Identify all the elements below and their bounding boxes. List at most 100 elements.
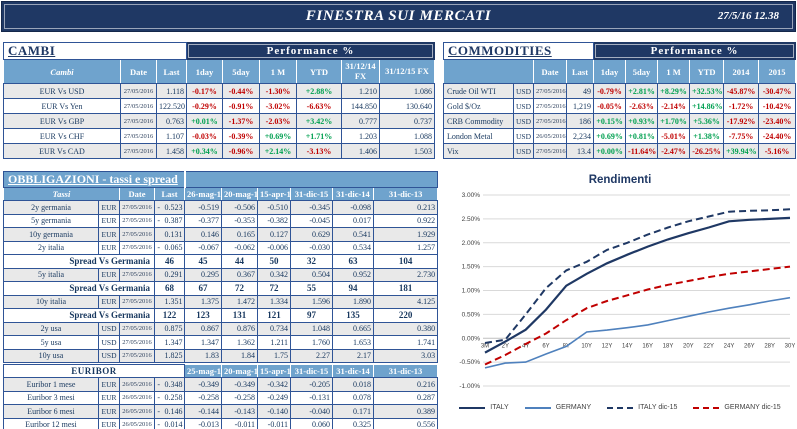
fx-cell: 1.503 xyxy=(378,143,436,159)
performance-cell: -3.02% xyxy=(259,98,297,114)
rate-value-cell: 1.760 xyxy=(290,335,334,350)
last-cell: 2,234 xyxy=(565,128,595,144)
minus-sign-cell: - xyxy=(154,404,163,419)
column-header: 20-mag-16 xyxy=(221,187,259,201)
performance-cell: +2.14% xyxy=(259,143,297,159)
rate-value-cell: 0.213 xyxy=(373,200,439,215)
y-axis-tick-label: 0.00% xyxy=(462,335,481,342)
euribor-tenor-name: Euribor 1 mese xyxy=(3,377,99,392)
date-cell: 27/05/2016 xyxy=(533,83,567,99)
x-axis-tick-label: 20Y xyxy=(683,343,694,349)
minus-sign-cell xyxy=(154,267,163,282)
commodity-name: Vix xyxy=(443,143,514,159)
spread-value-cell: 121 xyxy=(257,308,292,323)
performance-cell: +1.70% xyxy=(657,113,691,129)
table-row: Euribor 1 mese EUR 26/05/2016-0.348 -0.349-… xyxy=(3,377,439,392)
performance-cell: +0.81% xyxy=(625,128,659,144)
performance-cell: -0.91% xyxy=(222,98,260,114)
last-cell: 0.875 xyxy=(162,321,186,336)
date-cell: 27/05/2016 xyxy=(119,294,155,309)
table-row: EUR Vs GBP 27/05/2016 0.763 +0.01% -1.37% -2.… xyxy=(3,113,436,129)
column-header: 26-mag-16 xyxy=(184,187,223,201)
rate-value-cell: -0.349 xyxy=(221,377,259,392)
date-cell: 27/05/2016 xyxy=(119,227,155,242)
chart-title: Rendimenti xyxy=(588,174,652,186)
rate-value-cell: -0.205 xyxy=(290,377,334,392)
rate-value-cell: -0.349 xyxy=(184,377,223,392)
last-cell: 1.118 xyxy=(156,83,187,99)
last-cell: 1.825 xyxy=(162,348,186,363)
spread-value-cell: 45 xyxy=(184,254,223,269)
legend-item: GERMANY dic-15 xyxy=(693,404,781,411)
column-header-row: Cambi Date Last 1day 5day 1 M YTD 31/12/14 FX 31… xyxy=(3,59,436,84)
x-axis-tick-label: 22Y xyxy=(703,343,714,349)
performance-cell: +1.38% xyxy=(689,128,725,144)
minus-sign-cell: - xyxy=(154,213,163,228)
rate-value-cell: 0.295 xyxy=(184,267,223,282)
bond-name: 10y usa xyxy=(3,348,99,363)
last-cell: 0.014 xyxy=(162,417,186,429)
spread-label: Spread Vs Germania xyxy=(3,254,155,269)
minus-sign-cell xyxy=(154,321,163,336)
commodity-name: CRB Commodity xyxy=(443,113,514,129)
x-axis-tick-label: 16Y xyxy=(642,343,653,349)
performance-cell: +0.15% xyxy=(593,113,627,129)
spread-value-cell: 72 xyxy=(257,281,292,296)
column-header: YTD xyxy=(689,59,725,84)
yearly-performance-cell: -10.42% xyxy=(758,98,797,114)
column-header: Tassi xyxy=(3,187,120,201)
rate-value-cell: 0.146 xyxy=(184,227,223,242)
rate-value-cell: -0.006 xyxy=(257,240,292,255)
performance-cell: -5.01% xyxy=(657,128,691,144)
column-header: 2015 xyxy=(758,59,797,84)
currency-cell: EUR xyxy=(98,227,120,242)
currency-cell: USD xyxy=(513,83,534,99)
yearly-performance-cell: -30.47% xyxy=(758,83,797,99)
rate-value-cell: -0.067 xyxy=(184,240,223,255)
table-row: EUR Vs CHF 27/05/2016 1.107 -0.03% -0.39% +0.… xyxy=(3,128,436,144)
column-header: Last xyxy=(565,59,595,84)
rate-value-cell: -0.040 xyxy=(290,404,334,419)
performance-cell: +3.42% xyxy=(296,113,342,129)
minus-sign-cell: - xyxy=(154,417,163,429)
spread-last-cell: 68 xyxy=(153,281,186,296)
date-cell: 27/05/2016 xyxy=(120,113,157,129)
rate-value-cell: 3.03 xyxy=(373,348,439,363)
last-cell: 0.146 xyxy=(162,404,186,419)
minus-sign-cell xyxy=(154,348,163,363)
table-row: CRB Commodity USD 27/05/2016 186 +0.15% +0.93… xyxy=(443,113,797,129)
rate-value-cell: -0.045 xyxy=(290,213,334,228)
column-header: Date xyxy=(119,187,155,201)
rate-value-cell: 0.216 xyxy=(373,377,439,392)
bond-name: 5y italia xyxy=(3,267,99,282)
rate-value-cell: 2.27 xyxy=(290,348,334,363)
rate-value-cell: 0.665 xyxy=(332,321,375,336)
table-row: Euribor 12 mesi EUR 26/05/2016-0.014 -0.013… xyxy=(3,417,439,429)
date-cell: 27/05/2016 xyxy=(533,98,567,114)
spread-value-cell: 181 xyxy=(373,281,439,296)
currency-cell: USD xyxy=(98,348,120,363)
table-row: 5y usa USD 27/05/2016 1.347 1.347 1.362 1.211 1… xyxy=(3,335,439,350)
rate-value-cell: -0.030 xyxy=(290,240,334,255)
performance-cell: -0.44% xyxy=(222,83,260,99)
spread-label: Spread Vs Germania xyxy=(3,281,155,296)
currency-cell: EUR xyxy=(98,213,120,228)
date-cell: 27/05/2016 xyxy=(533,143,567,159)
euribor-tenor-name: Euribor 3 mesi xyxy=(3,390,99,405)
performance-cell: -0.79% xyxy=(593,83,627,99)
date-cell: 26/05/2016 xyxy=(119,390,155,405)
column-header: 31/12/15 FX xyxy=(378,59,436,84)
yearly-performance-cell: -45.87% xyxy=(723,83,760,99)
fx-cell: 1.203 xyxy=(341,128,380,144)
fx-cell: 130.640 xyxy=(378,98,436,114)
date-cell: 26/05/2016 xyxy=(119,377,155,392)
last-cell: 1.107 xyxy=(156,128,187,144)
column-header: 1day xyxy=(593,59,627,84)
spread-last-cell: 122 xyxy=(153,308,186,323)
rate-value-cell: 1.211 xyxy=(257,335,292,350)
yearly-performance-cell: -17.92% xyxy=(723,113,760,129)
performance-cell: +1.71% xyxy=(296,128,342,144)
currency-cell: USD xyxy=(98,335,120,350)
performance-header: Performance % xyxy=(185,42,436,60)
rate-value-cell: 2.17 xyxy=(332,348,375,363)
